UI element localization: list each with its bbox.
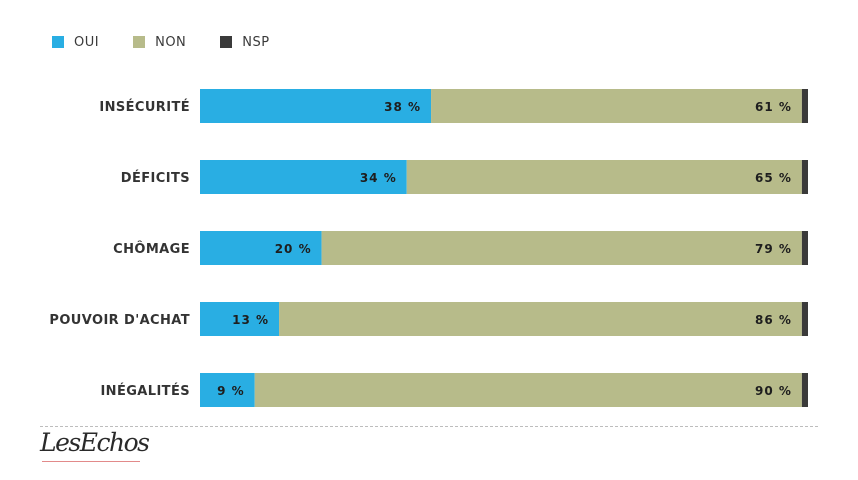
legend-item-non: NON	[133, 35, 186, 50]
bar-oui	[200, 302, 280, 336]
legend-label: NSP	[242, 34, 270, 50]
legend-item-nsp: NSP	[220, 35, 269, 50]
value-label-oui: 20 %	[275, 242, 312, 256]
bar-non	[406, 160, 802, 194]
legend-label: OUI	[74, 34, 100, 50]
bar-non	[321, 231, 802, 265]
legend-swatch	[220, 36, 233, 48]
bar-oui	[200, 89, 432, 123]
legend-item-oui: OUI	[52, 35, 99, 50]
bar-nsp	[801, 231, 808, 265]
category-label: INSÉCURITÉ	[99, 99, 190, 115]
bar-non	[431, 89, 802, 123]
legend: OUI NON NSP	[52, 32, 304, 52]
stacked-bar-chart: INSÉCURITÉ 38 % 61 % DÉFICITS 34 % 65 % CHÔMAG…	[49, 89, 808, 407]
value-label-non: 65 %	[755, 171, 792, 185]
bar-oui	[200, 373, 255, 407]
les-echos-logo: LesEchos	[40, 428, 150, 457]
legend-label: NON	[155, 34, 187, 50]
value-label-oui: 34 %	[360, 171, 397, 185]
logo-underline	[42, 461, 140, 462]
bar-nsp	[801, 89, 808, 123]
bar-non	[279, 302, 802, 336]
footer-divider	[40, 426, 818, 427]
bar-non	[254, 373, 802, 407]
value-label-non: 79 %	[755, 242, 792, 256]
value-label-oui: 13 %	[232, 313, 269, 327]
value-label-non: 90 %	[755, 384, 792, 398]
bar-oui	[200, 231, 322, 265]
bar-nsp	[801, 160, 808, 194]
category-label: INÉGALITÉS	[100, 383, 190, 399]
value-label-oui: 38 %	[384, 100, 421, 114]
value-label-oui: 9 %	[217, 384, 245, 398]
value-label-non: 61 %	[755, 100, 792, 114]
bar-oui	[200, 160, 407, 194]
category-label: DÉFICITS	[121, 170, 190, 186]
legend-swatch	[133, 36, 146, 48]
legend-swatch	[52, 36, 64, 48]
bar-nsp	[801, 373, 808, 407]
value-label-non: 86 %	[755, 313, 792, 327]
category-label: POUVOIR D'ACHAT	[49, 313, 190, 328]
bar-nsp	[801, 302, 808, 336]
category-label: CHÔMAGE	[113, 241, 190, 257]
